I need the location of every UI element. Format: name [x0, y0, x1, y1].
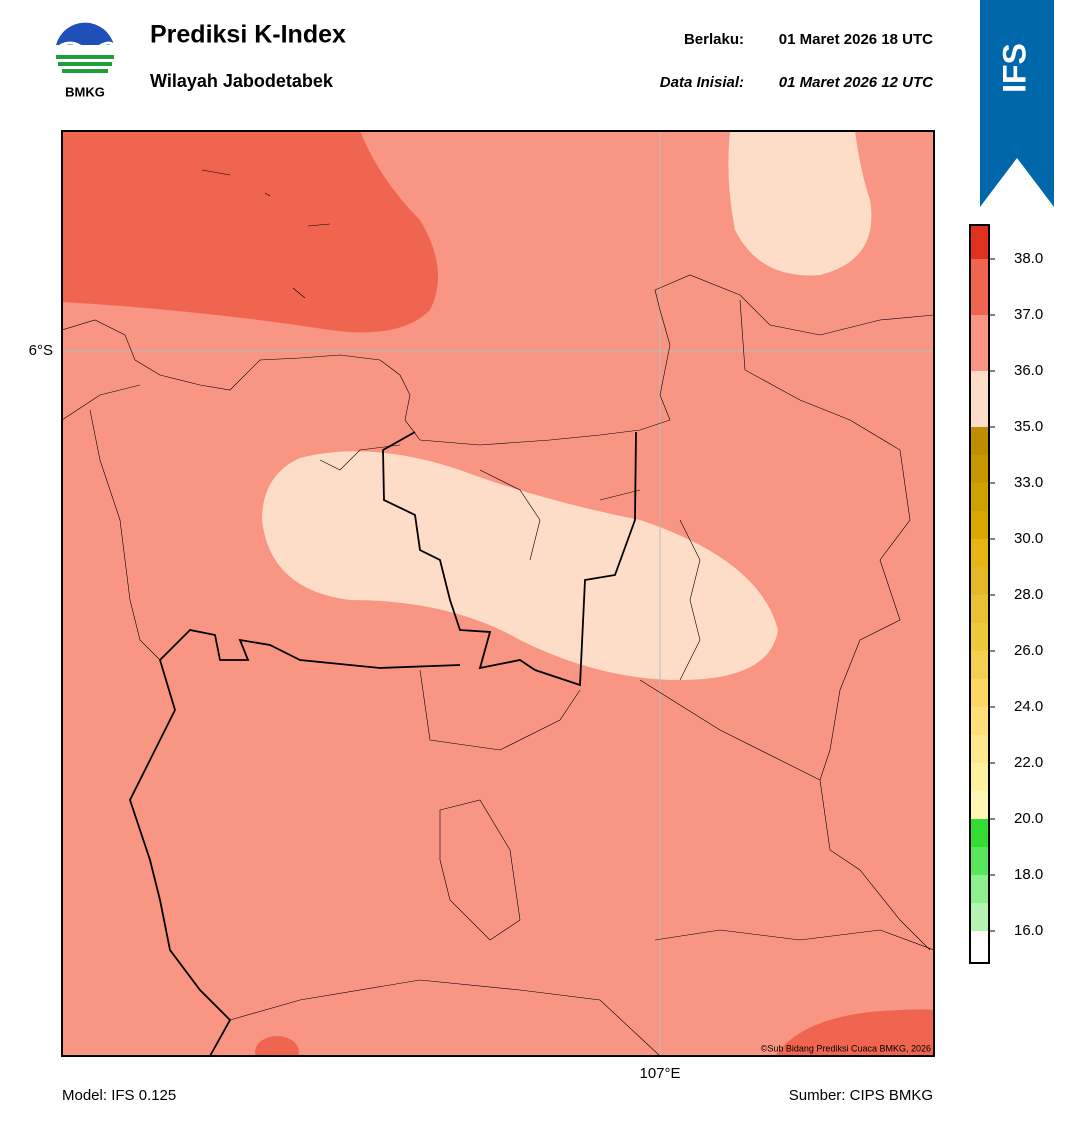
colorbar-tick-label: 36.0 [1014, 362, 1043, 379]
map-frame [61, 130, 935, 1057]
lon-label: 107°E [639, 1065, 680, 1082]
colorbar-tick-label: 35.0 [1014, 418, 1043, 435]
badge-text: IFS [996, 43, 1032, 93]
map [62, 131, 934, 1056]
colorbar-tick-label: 22.0 [1014, 754, 1043, 771]
colorbar-tick-label: 38.0 [1014, 250, 1043, 267]
colorbar-tick-label: 26.0 [1014, 642, 1043, 659]
valid-label: Berlaku: [684, 31, 744, 48]
lat-label: 6°S [29, 342, 53, 359]
init-label: Data Inisial: [660, 74, 744, 91]
credit: ©Sub Bidang Prediksi Cuaca BMKG, 2026 [761, 1043, 931, 1053]
colorbar-tick-label: 28.0 [1014, 586, 1043, 603]
colorbar-ticks: 16.0 18.0 20.0 22.0 24.0 26.0 28.0 30.0 33.0 35.0… [989, 250, 1043, 939]
footer-source: Sumber: CIPS BMKG [789, 1087, 933, 1104]
colorbar-tick-label: 24.0 [1014, 698, 1043, 715]
logo-text: BMKG [65, 84, 105, 99]
colorbar-tick-label: 18.0 [1014, 866, 1043, 883]
colorbar-tick-label: 37.0 [1014, 306, 1043, 323]
title: Prediksi K-Index [150, 21, 346, 49]
badge [980, 0, 1054, 207]
subtitle: Wilayah Jabodetabek [150, 71, 334, 91]
valid-time: 01 Maret 2026 18 UTC [779, 31, 933, 48]
colorbar-tick-label: 16.0 [1014, 922, 1043, 939]
colorbar-tick-label: 20.0 [1014, 810, 1043, 827]
init-time: 01 Maret 2026 12 UTC [779, 74, 934, 91]
colorbar-tick-label: 33.0 [1014, 474, 1043, 491]
footer-model: Model: IFS 0.125 [62, 1087, 176, 1104]
colorbar [969, 224, 990, 964]
logo: BMKG [55, 22, 116, 99]
colorbar-tick-label: 30.0 [1014, 530, 1043, 547]
